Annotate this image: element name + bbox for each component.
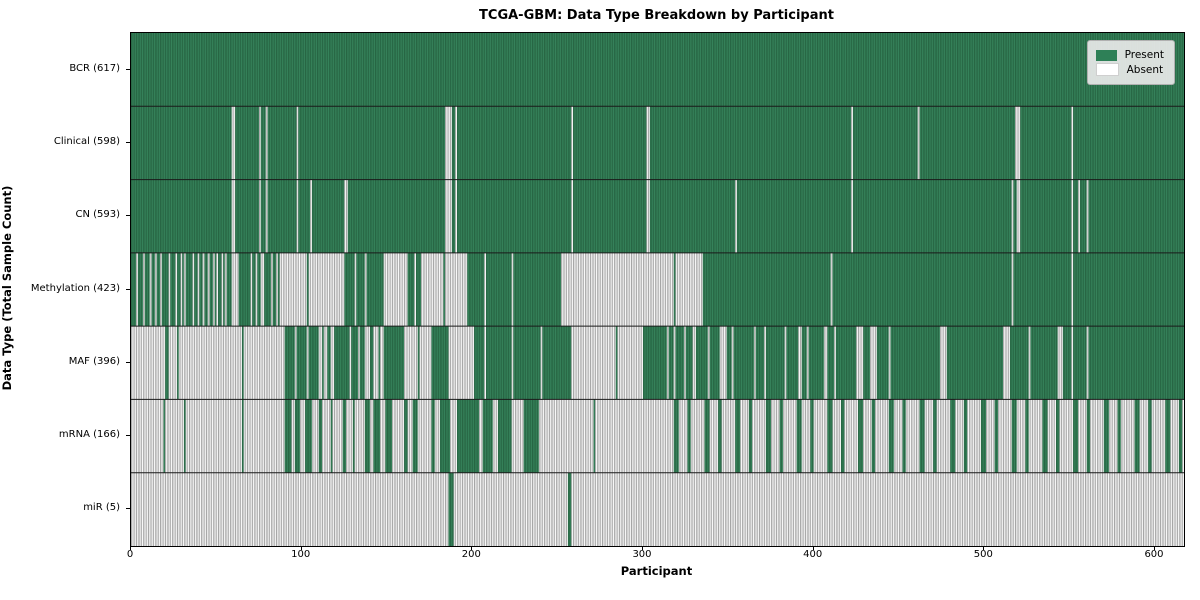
x-tick-mark xyxy=(641,546,643,550)
x-tick-label: 500 xyxy=(973,549,993,560)
y-tick-label: Methylation (423) xyxy=(30,282,120,294)
legend-label-present: Present xyxy=(1124,49,1164,61)
x-tick-label: 300 xyxy=(632,549,652,560)
presence-heatmap-svg xyxy=(131,33,1184,546)
x-tick-mark xyxy=(812,546,814,550)
y-tick-mark xyxy=(126,141,130,143)
x-tick-mark xyxy=(300,546,302,550)
absent-swatch-icon xyxy=(1095,63,1119,76)
y-tick-label: mRNA (166) xyxy=(58,429,120,441)
y-tick-label: MAF (396) xyxy=(68,355,120,367)
y-tick-mark xyxy=(126,215,130,217)
x-tick-mark xyxy=(1153,546,1155,550)
x-tick-mark xyxy=(983,546,985,550)
legend-item-present: Present xyxy=(1095,49,1164,61)
x-tick-mark xyxy=(471,546,473,550)
x-tick-label: 400 xyxy=(803,549,823,560)
y-tick-mark xyxy=(126,288,130,290)
x-tick-label: 600 xyxy=(1144,549,1164,560)
x-tick-label: 100 xyxy=(291,549,311,560)
y-tick-label: BCR (617) xyxy=(69,62,120,74)
y-tick-mark xyxy=(126,435,130,437)
y-tick-label: Clinical (598) xyxy=(53,135,120,147)
y-tick-mark xyxy=(126,508,130,510)
plot-area: Present Absent xyxy=(130,32,1185,547)
chart-title: TCGA-GBM: Data Type Breakdown by Partici… xyxy=(479,8,834,23)
x-tick-label: 0 xyxy=(126,549,134,560)
x-tick-mark xyxy=(130,546,131,550)
legend-label-absent: Absent xyxy=(1126,63,1164,76)
legend: Present Absent xyxy=(1086,40,1175,85)
x-tick-label: 200 xyxy=(461,549,481,560)
y-tick-label: miR (5) xyxy=(83,502,120,514)
y-tick-mark xyxy=(126,68,130,70)
legend-item-absent: Absent xyxy=(1095,63,1164,76)
y-tick-label: CN (593) xyxy=(75,209,120,221)
x-axis-title: Participant xyxy=(620,564,693,578)
y-tick-mark xyxy=(126,361,130,363)
present-swatch-icon xyxy=(1095,49,1117,61)
